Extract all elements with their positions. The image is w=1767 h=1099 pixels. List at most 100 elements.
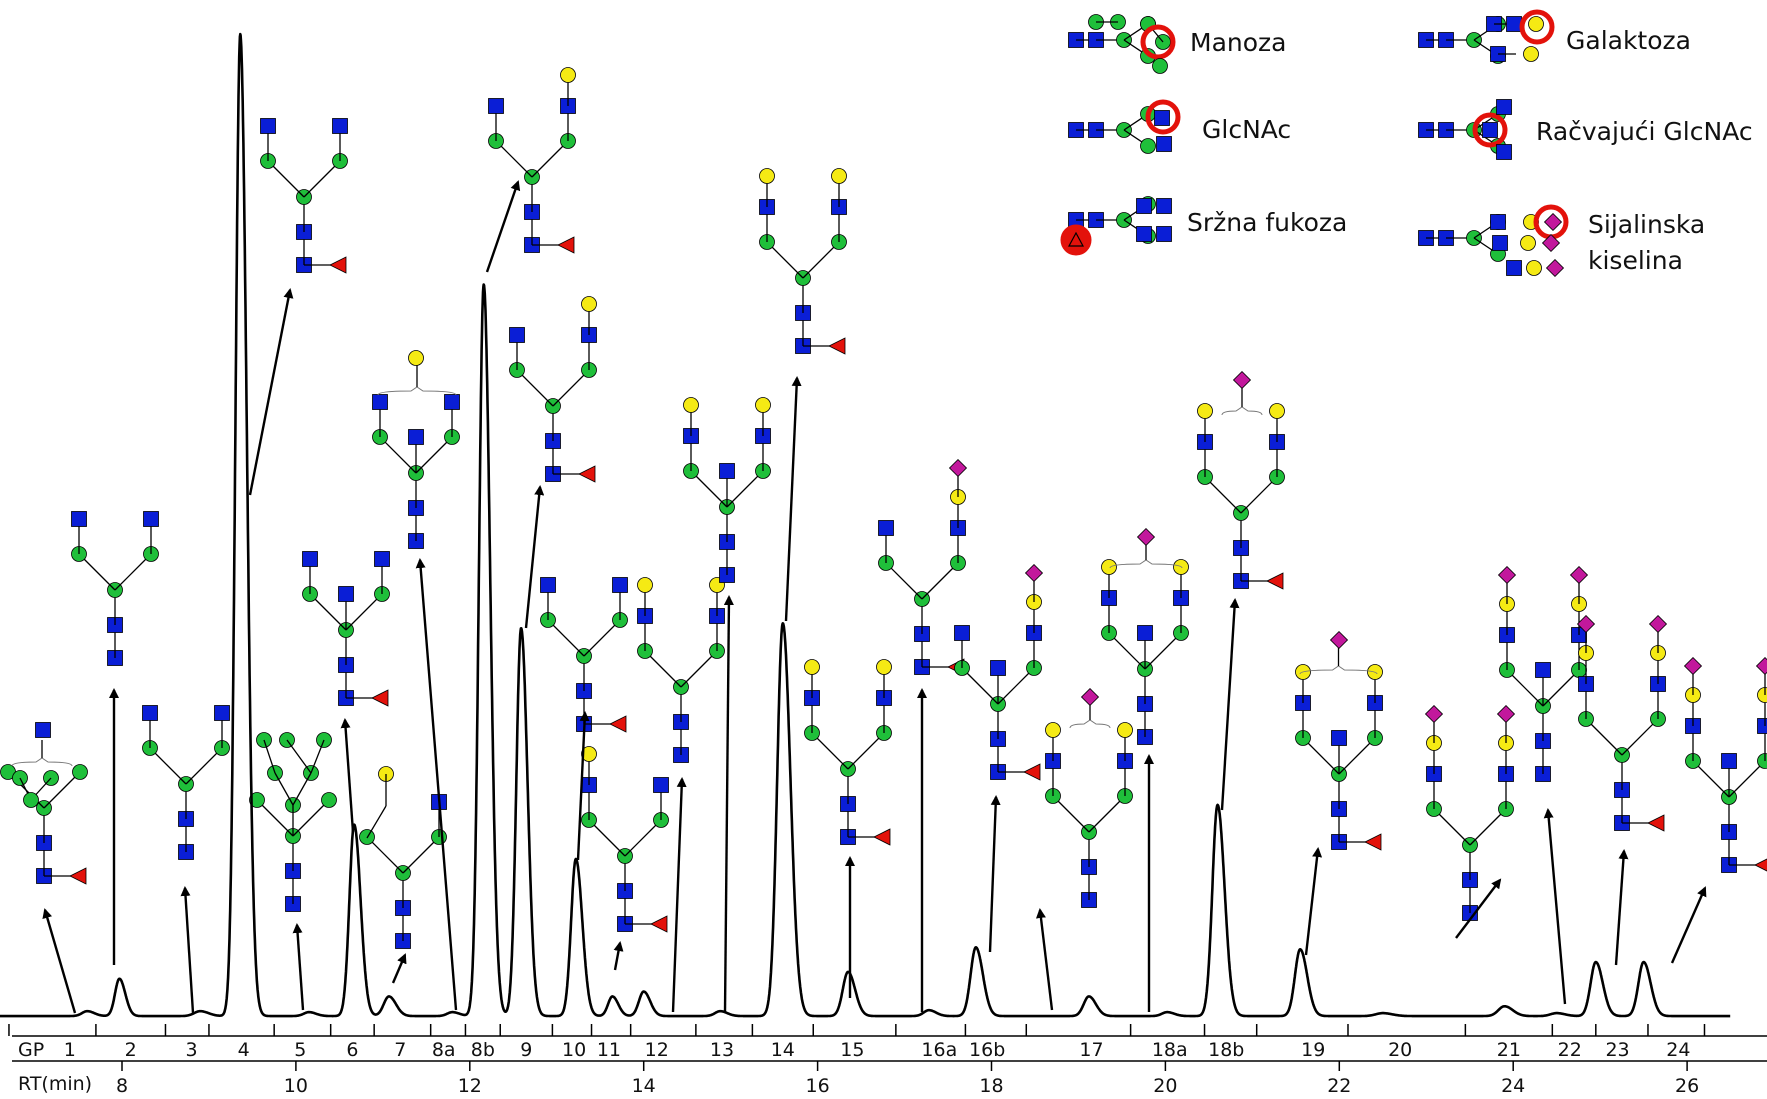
glycan-bond bbox=[114, 553, 152, 591]
glcnac-square bbox=[878, 520, 894, 536]
glcnac-square bbox=[338, 586, 354, 602]
sialic-acid-diamond bbox=[1545, 258, 1565, 278]
glycan-bond bbox=[552, 369, 590, 407]
peak-arrow-18 bbox=[1035, 908, 1054, 1011]
gp-label-9: 9 bbox=[520, 1039, 532, 1061]
sialic-acid-diamond bbox=[1683, 656, 1703, 676]
glycan-bond bbox=[345, 593, 383, 631]
fucose-triangle bbox=[1364, 833, 1382, 851]
glycan-bond bbox=[1585, 718, 1623, 756]
peak-arrows bbox=[42, 180, 1707, 1014]
legend-icon-galactose bbox=[1418, 9, 1555, 64]
glcnac-square bbox=[1490, 214, 1506, 230]
glycan-bond bbox=[1144, 632, 1182, 670]
galactose-circle bbox=[637, 577, 653, 593]
glycan-gp24 bbox=[1683, 656, 1767, 873]
glcnac-square bbox=[1137, 625, 1153, 641]
legend-label-mannose: Manoza bbox=[1190, 28, 1286, 57]
peak-arrow-23 bbox=[1543, 808, 1567, 1005]
glycan-bond bbox=[1108, 632, 1146, 670]
galactose-circle bbox=[1117, 722, 1133, 738]
galactose-circle bbox=[1526, 260, 1542, 276]
rt-tick-label-16: 16 bbox=[806, 1075, 830, 1097]
glycan-gp7 bbox=[359, 766, 447, 949]
gp-label-23: 23 bbox=[1605, 1039, 1629, 1061]
glcnac-square bbox=[1156, 226, 1172, 242]
legend-icon-glcnac bbox=[1068, 99, 1181, 154]
glycan-gp15 bbox=[759, 168, 847, 355]
rt-tick-label-20: 20 bbox=[1153, 1075, 1177, 1097]
galactose-circle bbox=[560, 67, 576, 83]
mannose-circle bbox=[1140, 138, 1156, 154]
sialic-acid-diamond bbox=[1569, 565, 1589, 585]
peak-arrow-24 bbox=[1614, 849, 1629, 966]
glycan-bond bbox=[516, 369, 554, 407]
glycan-gp18b bbox=[1101, 527, 1189, 745]
glcnac-square bbox=[444, 394, 460, 410]
glycan-bond bbox=[1052, 795, 1090, 833]
rt-tick-label-8: 8 bbox=[116, 1075, 128, 1097]
glycan-bond bbox=[292, 799, 330, 837]
sialic-acid-diamond bbox=[1329, 630, 1349, 650]
peak-arrow-2 bbox=[180, 886, 195, 1014]
peak-arrow-5 bbox=[340, 718, 355, 833]
glycan-bond bbox=[274, 772, 294, 806]
x-axis: GP RT(min) 1 2 3 4 5 6 7 8a 8b 9 10 11 12 13 14 15 16a 16… bbox=[8, 1024, 1767, 1097]
peak-arrow-21 bbox=[1304, 847, 1323, 956]
glcnac-square bbox=[143, 511, 159, 527]
legend-icon-core-fucose bbox=[1060, 196, 1172, 256]
galactose-circle bbox=[1520, 235, 1536, 251]
glcnac-square bbox=[653, 777, 669, 793]
galactose-circle bbox=[831, 168, 847, 184]
galactose-circle bbox=[1045, 722, 1061, 738]
glcnac-square bbox=[1156, 136, 1172, 152]
antenna-brace bbox=[1299, 665, 1378, 675]
glycan-gp23 bbox=[1576, 614, 1668, 832]
glycan-gp21 bbox=[1424, 704, 1516, 921]
sialic-acid-diamond bbox=[948, 458, 968, 478]
glycan-bond bbox=[847, 732, 885, 770]
gp-label-15: 15 bbox=[840, 1039, 864, 1061]
highlight-ring bbox=[1140, 24, 1176, 60]
peak-arrow-7 bbox=[415, 558, 458, 1011]
glycan-bond bbox=[885, 562, 923, 600]
glycan-bond bbox=[1621, 718, 1659, 756]
glycan-bond bbox=[680, 650, 718, 688]
glcnac-square bbox=[332, 118, 348, 134]
glycan-gp2 bbox=[71, 511, 159, 666]
fucose-triangle bbox=[329, 256, 347, 274]
gp-label-20: 20 bbox=[1388, 1039, 1412, 1061]
fucose-triangle bbox=[1023, 763, 1041, 781]
glcnac-square bbox=[35, 722, 51, 738]
peak-arrow-8 bbox=[485, 180, 521, 273]
galactose-circle bbox=[1101, 559, 1117, 575]
glycan-bond bbox=[286, 739, 312, 774]
glycan-gp3 bbox=[142, 705, 230, 860]
rt-tick-label-24: 24 bbox=[1501, 1075, 1525, 1097]
gp-row-label: GP bbox=[18, 1039, 44, 1061]
glycan-bond bbox=[811, 732, 849, 770]
legend-icons bbox=[1060, 9, 1569, 278]
glcnac-square bbox=[142, 705, 158, 721]
peak-arrow-17 bbox=[988, 795, 1001, 953]
glcnac-square bbox=[260, 118, 276, 134]
glycan-bond bbox=[366, 836, 404, 874]
glycan-bond bbox=[263, 739, 276, 774]
highlight-ring bbox=[1145, 99, 1181, 135]
glycan-gp16a bbox=[804, 659, 892, 846]
glcnac-square bbox=[1535, 662, 1551, 678]
galactose-circle bbox=[1523, 46, 1539, 62]
glycan-bond bbox=[1542, 669, 1580, 707]
peak-arrow-10 bbox=[576, 711, 590, 861]
galactose-circle bbox=[876, 659, 892, 675]
glycan-gp6 bbox=[302, 551, 390, 707]
sialic-acid-diamond bbox=[1543, 212, 1563, 232]
rt-tick-label-14: 14 bbox=[632, 1075, 656, 1097]
highlight-ring bbox=[1472, 112, 1508, 148]
glycan-gp22 bbox=[1497, 565, 1589, 782]
legend: Manoza Galaktoza GlcNAc Račvajući GlcNAc… bbox=[1060, 9, 1753, 278]
mannose-circle bbox=[72, 764, 88, 780]
glycan-bond bbox=[495, 140, 533, 178]
glycan-bond bbox=[309, 593, 347, 631]
fucose-triangle bbox=[69, 867, 87, 885]
